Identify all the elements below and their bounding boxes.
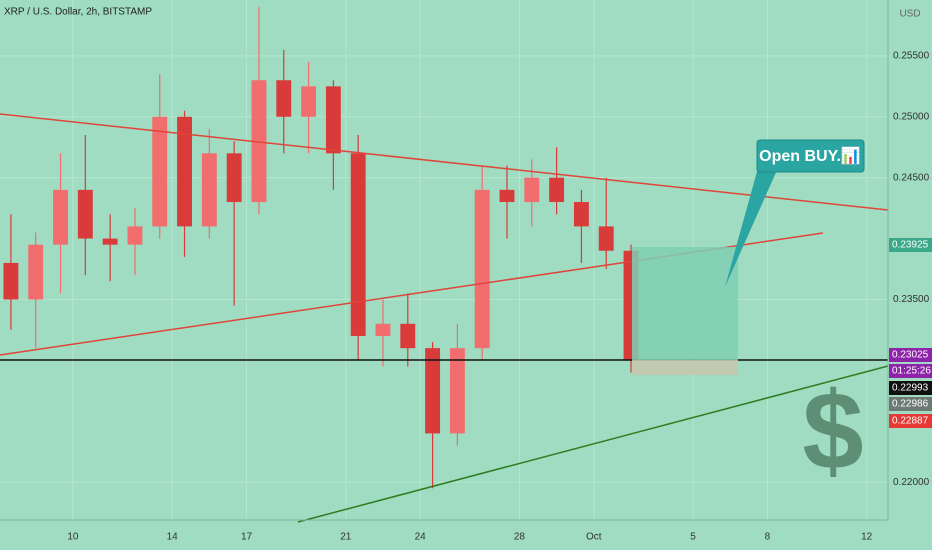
candle-body bbox=[598, 226, 614, 251]
candle-body bbox=[549, 177, 565, 203]
stop-zone bbox=[632, 360, 738, 375]
candle-body bbox=[251, 80, 267, 203]
x-tick-label: 12 bbox=[861, 532, 873, 543]
candle-body bbox=[524, 177, 540, 203]
y-tick-label: 0.22000 bbox=[893, 477, 930, 488]
callout-text: Open BUY.📊 bbox=[759, 146, 861, 165]
x-tick-label: 8 bbox=[765, 532, 771, 543]
candle-body bbox=[325, 86, 341, 154]
candle-body bbox=[276, 80, 292, 117]
candle-body bbox=[177, 116, 192, 227]
price-label-bg bbox=[889, 238, 932, 252]
price-label: 0.23025 bbox=[892, 350, 929, 361]
price-label-bg bbox=[889, 397, 932, 411]
price-label: 0.23925 bbox=[892, 240, 929, 251]
price-label: 0.22993 bbox=[892, 383, 929, 394]
target-zone bbox=[632, 247, 738, 360]
price-axis bbox=[888, 0, 932, 550]
candle-body bbox=[53, 189, 68, 245]
candle-body bbox=[301, 86, 317, 117]
price-label: 0.22986 bbox=[892, 399, 929, 410]
candle-body bbox=[499, 189, 515, 203]
y-tick-label: 0.24500 bbox=[893, 172, 930, 183]
candle-body bbox=[201, 153, 217, 227]
trend-line bbox=[297, 365, 889, 523]
price-label-bg bbox=[889, 381, 932, 395]
candles bbox=[3, 7, 639, 489]
price-label: 0.22887 bbox=[892, 416, 929, 427]
x-tick-label: 5 bbox=[690, 532, 696, 543]
trend-line bbox=[0, 113, 889, 211]
x-tick-label: 28 bbox=[514, 532, 526, 543]
x-tick-label: 21 bbox=[340, 532, 352, 543]
callout bbox=[756, 139, 865, 173]
countdown: 01:25:26 bbox=[892, 366, 931, 377]
x-tick-label: 24 bbox=[415, 532, 427, 543]
x-tick-label: 14 bbox=[167, 532, 179, 543]
ticks: 0.22000 0.23500 0.24500 0.25000 0.25500 10 14 1… bbox=[67, 51, 929, 543]
candle-body bbox=[474, 189, 490, 349]
candle-body bbox=[226, 153, 242, 203]
candle-body bbox=[3, 262, 19, 300]
candle-body bbox=[425, 348, 441, 434]
candle-body bbox=[152, 116, 168, 227]
x-tick-label: 10 bbox=[67, 532, 79, 543]
candle-body bbox=[350, 153, 366, 336]
y-tick-label: 0.23500 bbox=[893, 294, 930, 305]
dollar-symbol: $ bbox=[802, 370, 863, 493]
candle-body bbox=[77, 189, 93, 239]
candle-body bbox=[127, 226, 143, 245]
candle-body bbox=[400, 323, 416, 349]
axis-unit: USD bbox=[899, 9, 920, 20]
y-tick-label: 0.25000 bbox=[893, 111, 930, 122]
price-label-bg bbox=[889, 414, 932, 428]
candle-body bbox=[573, 202, 589, 227]
candle-body bbox=[375, 323, 391, 336]
chart-title: XRP / U.S. Dollar, 2h, BITSTAMP bbox=[4, 7, 152, 18]
price-label-bg bbox=[889, 364, 932, 378]
callout-pointer bbox=[725, 168, 778, 287]
candle-body bbox=[102, 238, 118, 245]
candle-body bbox=[28, 244, 44, 300]
x-tick-label: Oct bbox=[586, 532, 602, 543]
x-tick-label: 17 bbox=[241, 532, 253, 543]
y-tick-label: 0.25500 bbox=[893, 51, 930, 62]
price-label-bg bbox=[889, 348, 932, 362]
candle-body bbox=[449, 348, 465, 434]
